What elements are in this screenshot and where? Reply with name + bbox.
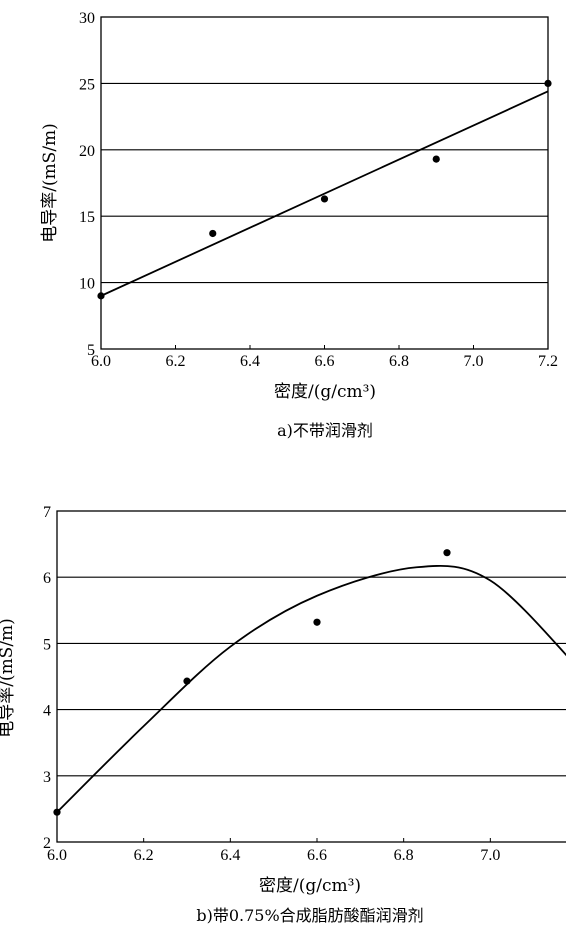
x-tick-label: 6.6 (307, 847, 327, 864)
chart-a-y-axis-label: 电导率/(mS/m) (40, 123, 60, 243)
data-point (53, 808, 61, 816)
y-tick-label: 15 (79, 209, 95, 226)
data-point (313, 618, 321, 626)
y-tick-label: 25 (79, 76, 95, 93)
chart-b-caption: b)带0.75%合成脂肪酸酯润滑剂 (196, 906, 423, 925)
x-tick-label: 7.0 (464, 353, 484, 370)
chart-b-y-axis-label: 电导率/(mS/m) (0, 618, 17, 738)
chart-b-x-axis-label: 密度/(g/cm³) (259, 876, 361, 896)
data-point (443, 549, 451, 557)
x-tick-label: 6.8 (389, 353, 409, 370)
y-tick-label: 10 (79, 276, 95, 293)
chart-a: 5 10 15 20 25 30 6.0 6.2 6.4 6.6 6.8 7.0 7.2 电导率/(m… (40, 10, 558, 440)
chart-b-gridlines (57, 576, 566, 777)
x-tick-label: 6.2 (134, 847, 154, 864)
y-tick-label: 7 (43, 504, 51, 521)
y-tick-label: 2 (43, 835, 51, 852)
chart-a-caption: a)不带润滑剂 (277, 421, 373, 440)
x-tick-label: 6.0 (47, 847, 67, 864)
fit-line (100, 90, 549, 297)
data-point (183, 677, 191, 685)
y-tick-label: 20 (79, 143, 95, 160)
data-point (209, 229, 217, 238)
chart-a-x-axis-label: 密度/(g/cm³) (274, 382, 376, 402)
chart-a-y-tick-labels: 5 10 15 20 25 30 (79, 10, 95, 359)
x-tick-label: 6.2 (166, 353, 186, 370)
chart-a-points (97, 79, 552, 300)
chart-b-x-tick-labels: 6.06.26.46.66.87.07.2 (47, 838, 500, 864)
x-tick-label: 6.6 (315, 353, 335, 370)
y-tick-label: 30 (79, 10, 95, 27)
y-tick-label: 5 (43, 636, 51, 653)
y-tick-label: 5 (87, 342, 95, 359)
chart-b-fit-curve (56, 564, 566, 813)
chart-a-x-tick-labels: 6.0 6.2 6.4 6.6 6.8 7.0 7.2 (91, 345, 558, 370)
chart-a-plot-frame (100, 16, 549, 350)
data-point (432, 155, 440, 163)
chart-b-points (53, 549, 451, 816)
data-point (544, 79, 552, 87)
chart-b-y-tick-labels: 2 3 4 5 6 7 (43, 504, 51, 852)
chart-a-fit-line (100, 90, 549, 297)
y-tick-label: 3 (43, 769, 51, 786)
data-point (320, 195, 329, 203)
x-tick-label: 6.4 (220, 847, 240, 864)
y-tick-label: 4 (43, 703, 51, 720)
x-tick-label: 7.0 (480, 847, 500, 864)
chart-a-gridlines (101, 82, 548, 284)
y-tick-label: 6 (43, 570, 51, 587)
x-tick-label: 7.2 (538, 353, 558, 370)
chart-b-plot-frame (56, 510, 566, 843)
data-point (97, 292, 105, 300)
x-tick-label: 6.0 (91, 353, 111, 370)
x-tick-label: 6.8 (394, 847, 414, 864)
fit-line (56, 564, 566, 813)
x-tick-label: 6.4 (240, 353, 260, 370)
